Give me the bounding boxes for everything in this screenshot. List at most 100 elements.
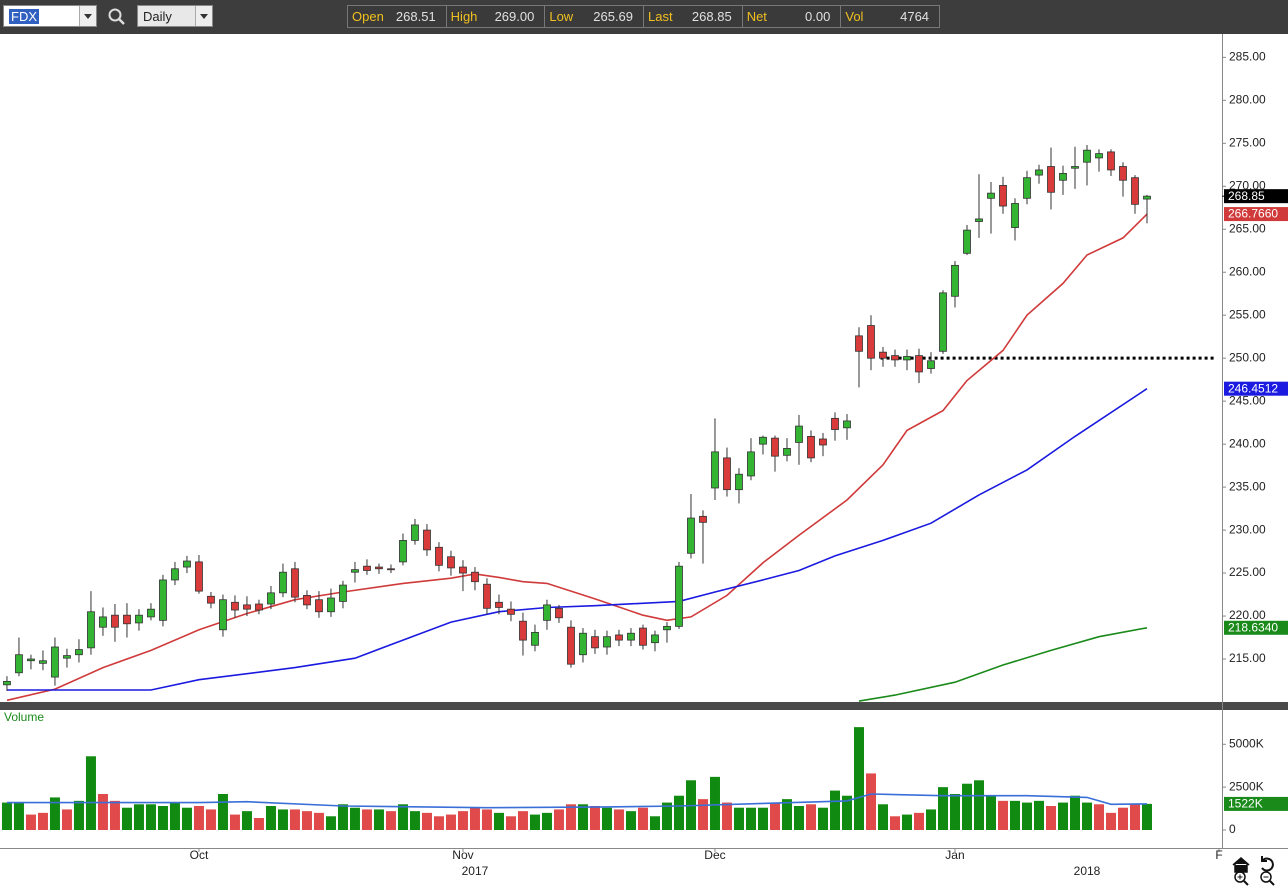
symbol-input[interactable]: FDX (3, 5, 97, 27)
volume-bar (577, 804, 588, 830)
candle-body (267, 592, 275, 605)
candle-body (99, 616, 107, 628)
volume-bar (421, 812, 432, 830)
volume-bar (205, 809, 216, 830)
volume-bar (265, 806, 276, 830)
interval-text: Daily (143, 9, 172, 24)
candle-body (711, 451, 719, 489)
candle-body (1035, 169, 1043, 176)
volume-bar (349, 807, 360, 830)
overlay-last-label: 246.4512 (1228, 381, 1278, 395)
symbol-dropdown[interactable] (79, 6, 96, 26)
home-button[interactable] (1232, 857, 1250, 873)
volume-bar (181, 807, 192, 830)
zoom-in-button[interactable] (1234, 871, 1249, 886)
candle-body (1095, 153, 1103, 159)
candle-body (351, 569, 359, 573)
moving-average-line (7, 793, 1148, 809)
volume-bar (913, 812, 924, 830)
y-tick-label: 280.00 (1229, 92, 1266, 106)
volume-bar (625, 811, 636, 830)
volume-bar (157, 806, 168, 830)
quote-value: 268.85 (691, 9, 732, 24)
candle-body (231, 601, 239, 611)
candle-body (915, 355, 923, 373)
candle-body (663, 625, 671, 631)
candle-body (51, 646, 59, 678)
candle-body (219, 599, 227, 631)
volume-bar (1033, 800, 1044, 830)
volume-bar (721, 802, 732, 830)
volume-bar (841, 795, 852, 830)
volume-bar (793, 806, 804, 830)
volume-bar (1045, 806, 1056, 830)
volume-bar (277, 809, 288, 830)
volume-bar (1021, 802, 1032, 830)
y-tick-label: 255.00 (1229, 307, 1266, 321)
volume-bar (385, 811, 396, 830)
y-tick-label: 225.00 (1229, 565, 1266, 579)
volume-bar (973, 780, 984, 830)
candle-body (1143, 195, 1151, 200)
search-button[interactable] (107, 7, 127, 27)
x-tick-label: Jan (945, 848, 964, 862)
x-tick-label: Nov (452, 848, 473, 862)
candle-body (87, 611, 95, 649)
y-tick-label: 270.00 (1229, 178, 1266, 192)
quote-label: Low (549, 9, 574, 24)
interval-select[interactable]: Daily (137, 5, 213, 27)
candle-body (387, 568, 395, 571)
last-price-label: 268.85 (1228, 189, 1265, 203)
y-tick-label: 2500K (1229, 779, 1264, 793)
volume-bar (565, 804, 576, 830)
candle-body (1011, 203, 1019, 228)
volume-bar (85, 756, 96, 830)
candle-body (243, 604, 251, 610)
quote-cell: Last 268.85 (644, 6, 743, 27)
volume-bar (709, 776, 720, 830)
volume-bar (481, 809, 492, 830)
volume-bar (1129, 804, 1140, 830)
volume-bar (49, 797, 60, 830)
volume-bar (925, 809, 936, 830)
volume-bar (1117, 807, 1128, 830)
candle-body (675, 565, 683, 627)
undo-button[interactable] (1261, 856, 1274, 872)
volume-bar (97, 794, 108, 830)
candle-body (435, 546, 443, 566)
candle-body (627, 632, 635, 641)
volume-bar (553, 809, 564, 830)
quote-label: Last (648, 9, 673, 24)
candle-body (579, 632, 587, 656)
candle-body (543, 604, 551, 621)
quote-cell: High 269.00 (447, 6, 546, 27)
candle-body (111, 614, 119, 628)
volume-bar (229, 814, 240, 830)
quote-value: 4764 (900, 9, 930, 24)
candle-body (951, 264, 959, 297)
y-tick-label: 230.00 (1229, 522, 1266, 536)
last-price-label-box (1224, 189, 1288, 204)
zoom-out-button[interactable] (1260, 871, 1275, 886)
x-tick-label-year: 2017 (462, 864, 489, 878)
volume-bar (865, 773, 876, 830)
candle-body (987, 192, 995, 199)
candle-body (651, 634, 659, 644)
volume-bar (997, 800, 1008, 830)
volume-bar (433, 816, 444, 830)
candle-body (27, 658, 35, 662)
candle-body (747, 451, 755, 477)
volume-bar (253, 818, 264, 830)
volume-bar (469, 807, 480, 830)
volume-bar (769, 802, 780, 830)
volume-bar (985, 795, 996, 830)
candle-body (459, 566, 467, 574)
volume-bar (733, 807, 744, 830)
candle-body (135, 614, 143, 624)
candle-body (195, 561, 203, 592)
volume-bar (445, 814, 456, 830)
candle-body (1047, 166, 1055, 193)
interval-dropdown[interactable] (195, 6, 212, 26)
candle-body (831, 417, 839, 430)
volume-bar (337, 804, 348, 830)
